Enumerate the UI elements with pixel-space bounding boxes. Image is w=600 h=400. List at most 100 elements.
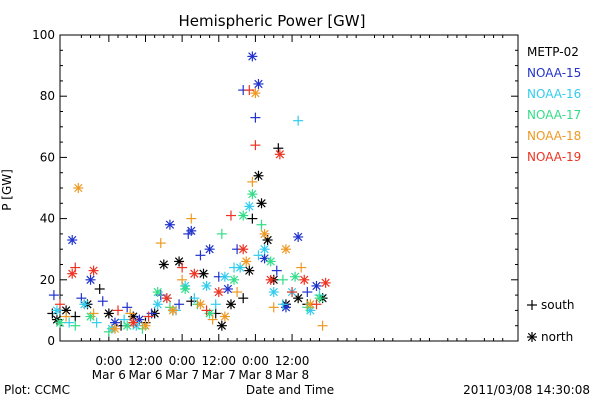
data-point bbox=[55, 299, 65, 310]
chart-title: Hemispheric Power [GW] bbox=[179, 12, 366, 30]
data-point bbox=[73, 183, 84, 193]
data-point bbox=[238, 293, 249, 304]
data-point bbox=[302, 287, 313, 298]
data-point bbox=[253, 170, 264, 181]
data-point bbox=[109, 323, 120, 334]
data-point bbox=[296, 262, 307, 273]
data-point bbox=[247, 213, 258, 224]
data-point bbox=[265, 256, 276, 267]
data-point bbox=[225, 210, 236, 221]
x-tick-time: 12:00 bbox=[128, 354, 163, 368]
data-point bbox=[320, 277, 331, 288]
data-point bbox=[287, 287, 298, 298]
data-point bbox=[177, 262, 188, 273]
data-point bbox=[97, 296, 108, 307]
data-point bbox=[244, 85, 255, 96]
data-point bbox=[259, 228, 270, 239]
data-point bbox=[216, 320, 227, 331]
data-point bbox=[55, 317, 65, 328]
legend-entry: NOAA-17 bbox=[527, 108, 581, 122]
data-point bbox=[268, 302, 279, 313]
data-point bbox=[164, 219, 175, 230]
data-point bbox=[180, 283, 191, 294]
data-point bbox=[103, 308, 114, 319]
data-point bbox=[167, 305, 178, 316]
data-point bbox=[61, 305, 72, 316]
data-point bbox=[311, 299, 322, 310]
data-point bbox=[238, 210, 249, 221]
data-point bbox=[256, 198, 267, 209]
data-point bbox=[140, 320, 151, 331]
y-tick-label: 40 bbox=[40, 212, 55, 226]
data-point bbox=[271, 265, 282, 276]
marker-legend-label: south bbox=[541, 298, 575, 312]
y-tick-label: 80 bbox=[40, 89, 55, 103]
legend-entry: NOAA-18 bbox=[527, 129, 581, 143]
x-tick-date: Mar 8 bbox=[238, 368, 272, 382]
data-point bbox=[244, 201, 255, 212]
x-tick-time: 12:00 bbox=[201, 354, 236, 368]
x-tick-time: 12:00 bbox=[275, 354, 310, 368]
data-point bbox=[273, 143, 284, 154]
data-point bbox=[277, 274, 288, 285]
data-point bbox=[201, 280, 212, 291]
data-point bbox=[48, 290, 59, 301]
data-point bbox=[189, 293, 200, 304]
data-point bbox=[299, 274, 310, 285]
data-point bbox=[161, 293, 172, 304]
data-point bbox=[247, 189, 258, 200]
data-point bbox=[277, 299, 288, 310]
data-point bbox=[70, 311, 81, 322]
legend-entry: METP-02 bbox=[527, 45, 579, 59]
data-point bbox=[225, 299, 236, 310]
data-point bbox=[155, 238, 166, 249]
x-tick-date: Mar 6 bbox=[92, 368, 126, 382]
data-point bbox=[152, 299, 163, 310]
marker-legend-symbol bbox=[527, 332, 537, 342]
data-point bbox=[259, 244, 270, 255]
data-point bbox=[61, 311, 72, 322]
data-point bbox=[189, 268, 200, 279]
marker-legend: south north bbox=[527, 298, 575, 344]
data-point bbox=[256, 219, 267, 230]
x-axis-label: Date and Time bbox=[246, 383, 334, 397]
data-point bbox=[311, 280, 322, 291]
data-point bbox=[274, 149, 285, 160]
x-tick-date: Mar 6 bbox=[128, 368, 162, 382]
data-point bbox=[293, 115, 304, 126]
data-point bbox=[265, 274, 276, 285]
data-point bbox=[241, 256, 252, 267]
data-point bbox=[195, 299, 206, 310]
data-point bbox=[70, 262, 81, 273]
marker-legend-label: north bbox=[541, 330, 573, 344]
data-point bbox=[253, 78, 264, 89]
data-point bbox=[244, 265, 255, 276]
x-tick-date: Mar 7 bbox=[165, 368, 199, 382]
series-legend: METP-02 NOAA-15 NOAA-16 NOAA-17 NOAA-18 NOAA-… bbox=[527, 45, 581, 164]
data-point bbox=[216, 228, 227, 239]
data-point bbox=[88, 308, 99, 319]
y-tick-label: 0 bbox=[47, 334, 55, 348]
marker-legend-symbol bbox=[527, 300, 537, 310]
y-tick-label: 20 bbox=[40, 273, 55, 287]
x-tick-time: 0:00 bbox=[95, 354, 122, 368]
x-tick-time: 0:00 bbox=[242, 354, 269, 368]
x-tick-date: Mar 7 bbox=[202, 368, 236, 382]
data-point bbox=[250, 112, 261, 123]
data-point bbox=[195, 250, 206, 261]
data-point bbox=[280, 244, 291, 255]
data-point bbox=[128, 317, 139, 328]
data-point bbox=[91, 317, 102, 328]
data-point bbox=[88, 265, 99, 276]
data-point bbox=[232, 287, 243, 298]
data-point bbox=[174, 299, 185, 310]
data-point bbox=[94, 283, 105, 294]
data-point bbox=[317, 320, 328, 331]
y-axis-label: P [GW] bbox=[0, 169, 14, 211]
data-point bbox=[152, 287, 163, 298]
data-point bbox=[219, 311, 230, 322]
data-point bbox=[201, 305, 212, 316]
data-point bbox=[213, 287, 224, 298]
